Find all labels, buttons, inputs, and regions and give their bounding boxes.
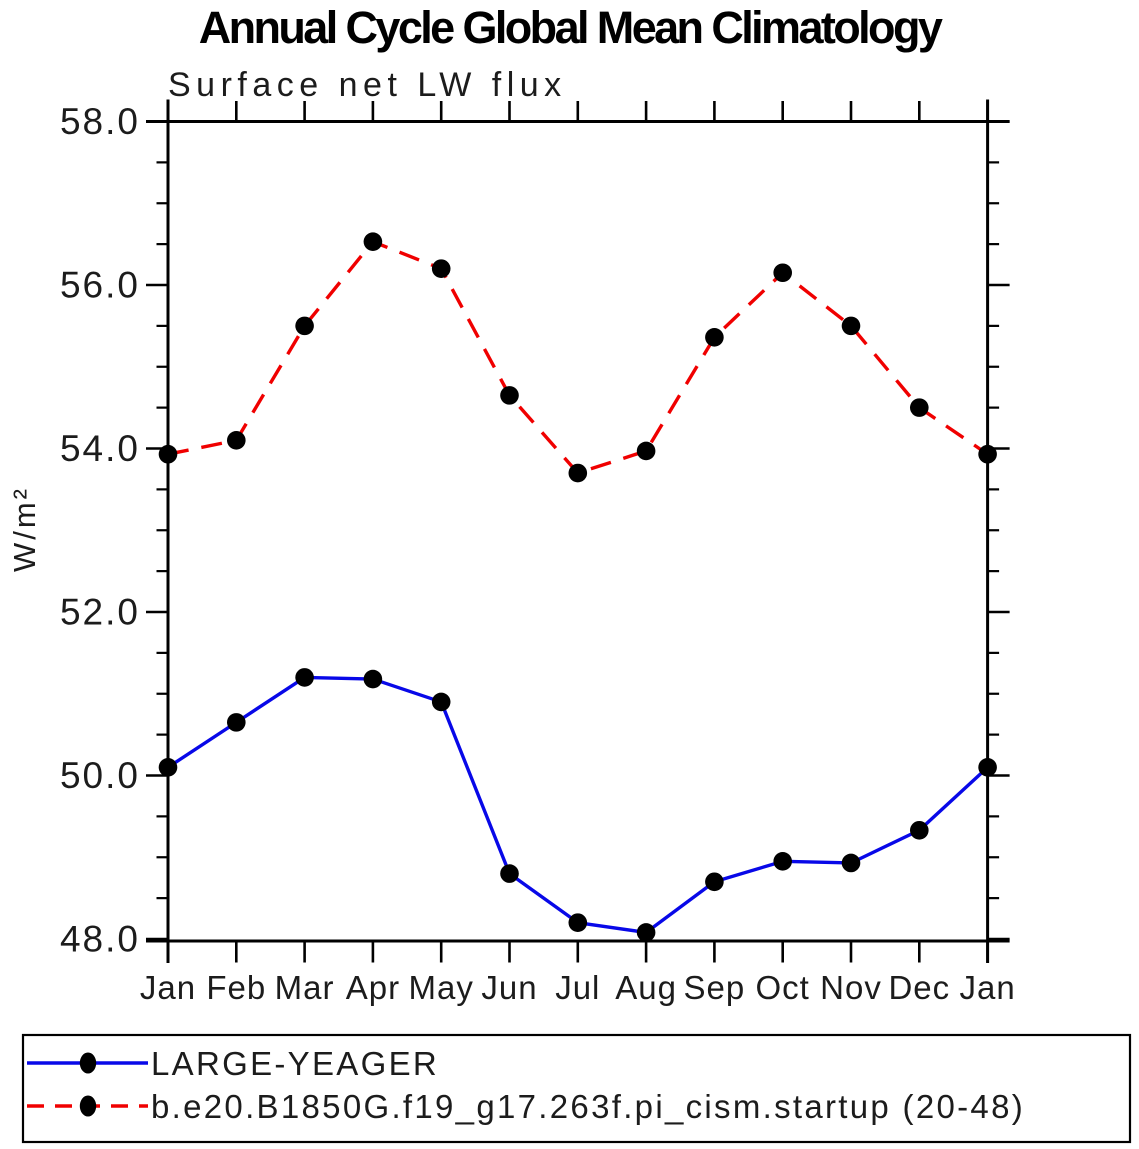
y-axis-title: W/m² [7,485,42,573]
x-tick-label: Feb [206,969,266,1006]
series-marker-1 [636,441,656,461]
series-marker-0 [295,668,314,687]
x-tick-label: Apr [346,969,400,1006]
x-tick-label: May [409,969,474,1006]
series-marker-1 [363,232,383,251]
series-marker-0 [841,853,861,873]
series-marker-1 [500,386,519,405]
series-marker-1 [773,263,792,283]
series-marker-1 [295,316,314,336]
y-tick-label: 54.0 [60,428,140,469]
series-marker-0 [431,692,451,712]
legend-box [21,1033,1132,1144]
series-marker-0 [773,852,792,871]
series-marker-0 [227,713,246,732]
legend-marker-0 [79,1052,97,1074]
series-marker-1 [568,463,588,483]
legend-marker-1 [79,1095,97,1117]
y-tick-label: 52.0 [60,592,140,633]
series-marker-1 [227,431,246,450]
x-tick-label: Aug [615,969,677,1006]
legend-label-series-2: b.e20.B1850G.f19_g17.263f.pi_cism.startu… [151,1088,1026,1125]
series-marker-0 [500,864,519,883]
series-marker-0 [910,820,929,840]
series-marker-0 [363,669,383,689]
series-marker-1 [910,398,929,417]
series-line-1 [167,239,989,475]
x-tick-label: Dec [888,969,950,1006]
series-marker-1 [705,328,724,347]
chart-title: Annual Cycle Global Mean Climatology [198,2,943,53]
series-marker-0 [158,758,178,777]
series-marker-1 [158,444,178,464]
series-marker-1 [841,316,861,336]
series-line-0 [167,675,989,935]
series-marker-1 [978,444,997,464]
y-tick-label: 50.0 [60,755,140,796]
x-tick-label: Jun [481,969,537,1006]
series-marker-0 [978,758,997,777]
x-tick-label: Jul [555,969,600,1006]
x-tick-label: Nov [820,969,882,1006]
x-tick-label: Jan [140,969,196,1006]
legend-label-series-1: LARGE-YEAGER [151,1045,440,1082]
y-tick-label: 48.0 [60,919,140,960]
y-tick-label: 56.0 [60,265,140,306]
x-tick-label: Sep [684,969,746,1006]
chart-subtitle: Surface net LW flux [168,66,567,104]
series-marker-0 [636,923,656,942]
x-tick-label: Oct [756,969,810,1006]
x-tick-label: Jan [959,969,1015,1006]
series-marker-0 [705,872,724,892]
series-marker-0 [568,913,588,932]
x-tick-label: Mar [275,969,335,1006]
y-tick-label: 58.0 [60,101,140,142]
series-marker-1 [431,259,451,278]
